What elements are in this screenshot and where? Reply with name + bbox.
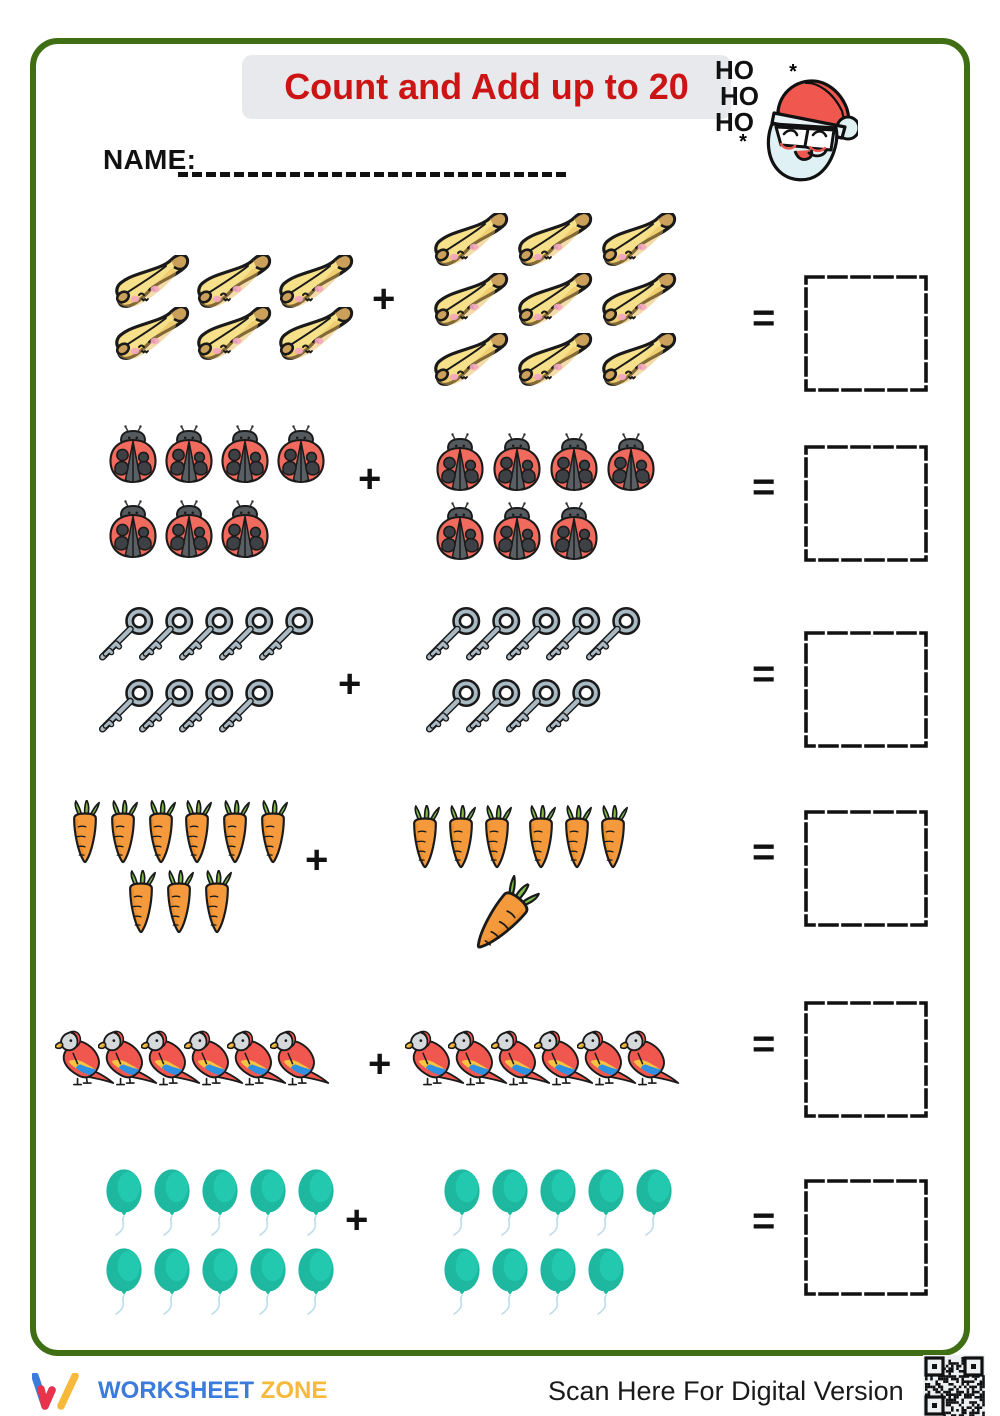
svg-text:*: * bbox=[739, 133, 747, 153]
